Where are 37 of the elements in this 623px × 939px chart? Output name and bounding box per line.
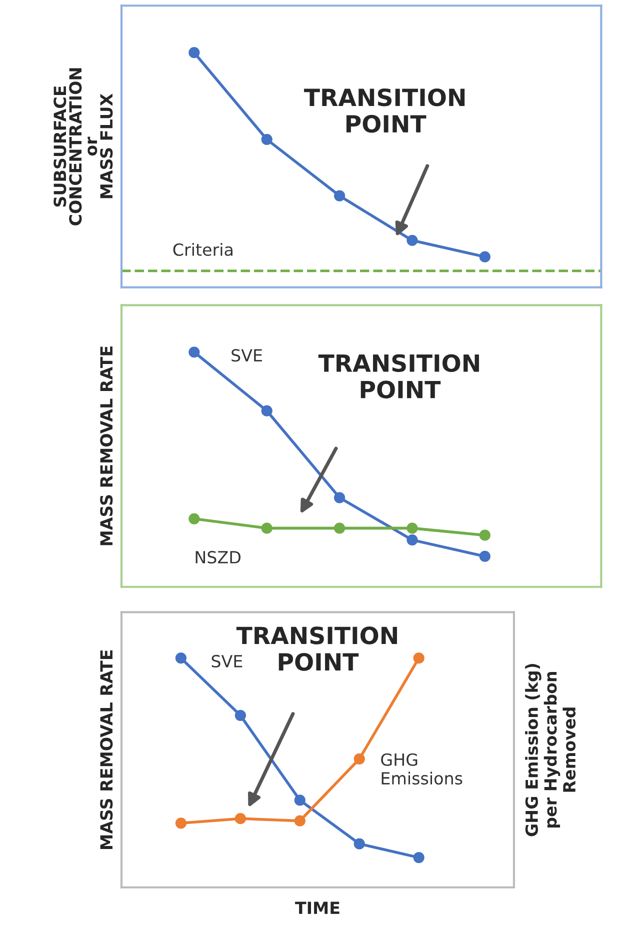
series-label: NSZD: [196, 550, 240, 564]
y2-axis-title: GHG Emission (kg) per Hydrocarbon Removed: [525, 664, 576, 836]
point: [261, 522, 272, 534]
point: [175, 818, 187, 829]
point: [334, 492, 346, 504]
series-label: GHG Emissions: [381, 753, 462, 785]
point: [406, 522, 418, 534]
point: [413, 652, 424, 664]
point: [234, 710, 246, 721]
point: [354, 753, 365, 765]
point: [294, 815, 306, 826]
series-label: SVE: [212, 654, 242, 668]
annotation: TRANSITION POINT: [318, 354, 479, 398]
y-axis-title: MASS REMOVAL RATE: [100, 650, 113, 849]
point: [354, 838, 365, 850]
point: [261, 405, 272, 416]
y-axis-title: MASS REMOVAL RATE: [100, 346, 113, 546]
point: [261, 134, 272, 145]
point: [334, 190, 346, 202]
point: [188, 513, 200, 524]
point: [406, 234, 418, 246]
point: [479, 251, 490, 262]
x-axis-title: TIME: [295, 902, 340, 914]
point: [413, 852, 424, 864]
point: [479, 550, 490, 562]
point: [175, 652, 187, 664]
series-label: SVE: [232, 349, 262, 362]
point: [479, 530, 490, 541]
point: [188, 47, 200, 58]
point: [294, 794, 306, 806]
point: [334, 522, 346, 534]
annotation: TRANSITION POINT: [304, 88, 465, 133]
point: [406, 534, 418, 546]
point: [234, 813, 246, 824]
ref-line-label: Criteria: [173, 243, 232, 256]
point: [188, 346, 200, 358]
y-axis-title: SUBSURFACE CONCENTRATION or MASS FLUX: [54, 68, 113, 226]
